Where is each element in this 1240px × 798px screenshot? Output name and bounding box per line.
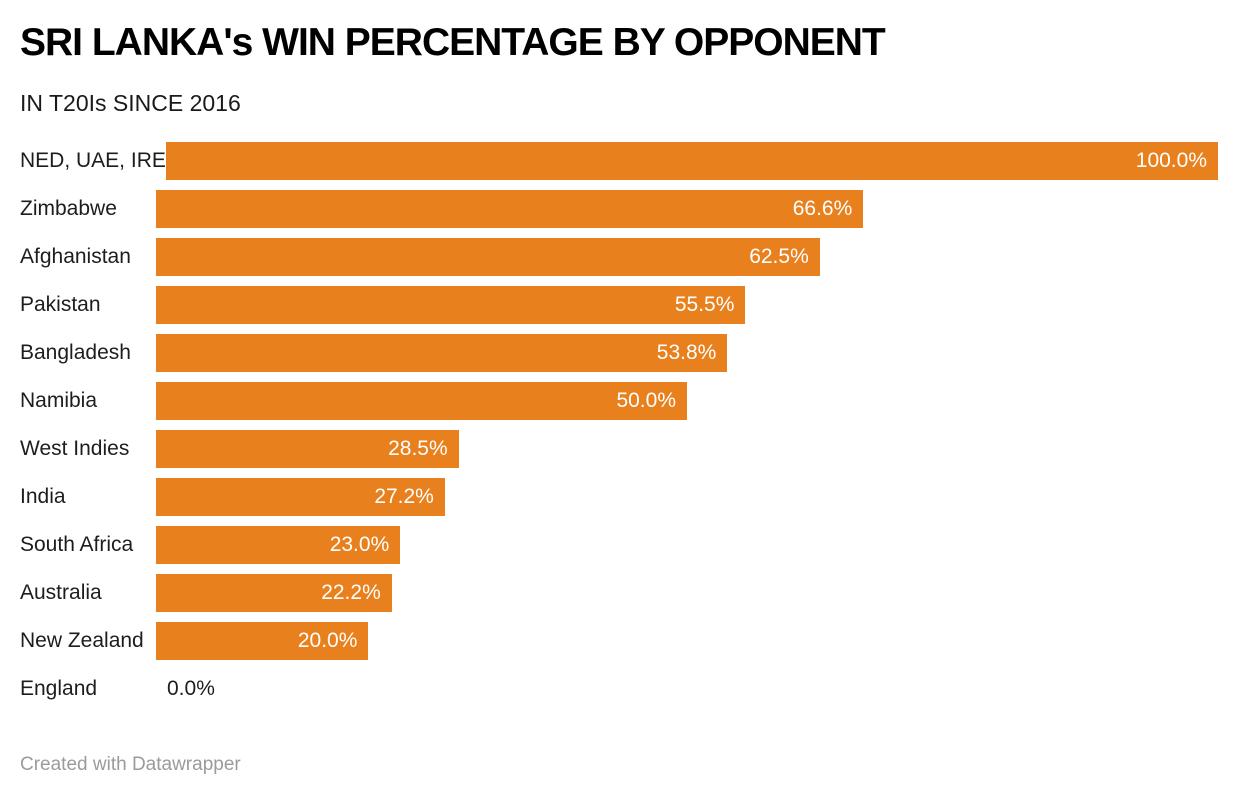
bar-row: Zimbabwe 66.6% xyxy=(20,190,1218,229)
category-label: Australia xyxy=(20,581,102,605)
chart-title: SRI LANKA's WIN PERCENTAGE BY OPPONENT xyxy=(20,21,886,64)
category-label: Namibia xyxy=(20,389,98,413)
bar: 50.0% xyxy=(156,382,687,421)
bar-row: NED, UAE, IRE 100.0% xyxy=(20,142,1218,181)
value-label: 28.5% xyxy=(388,437,448,461)
category-label: Zimbabwe xyxy=(20,197,117,221)
bar: 27.2% xyxy=(156,478,445,517)
bar: 23.0% xyxy=(156,526,401,565)
bar-track: 53.8% xyxy=(156,334,1218,373)
bar-track: 23.0% xyxy=(156,526,1218,565)
bar-track: 50.0% xyxy=(156,382,1218,421)
bar-chart: NED, UAE, IRE 100.0% Zimbabwe 66.6% Afghanis… xyxy=(20,142,1218,708)
bar-row: India 27.2% xyxy=(20,478,1218,517)
category-label: England xyxy=(20,677,98,701)
bar-track: 28.5% xyxy=(156,430,1218,469)
bar-row: Afghanistan 62.5% xyxy=(20,238,1218,277)
bar: 62.5% xyxy=(156,238,820,277)
bar: 66.6% xyxy=(156,190,864,229)
category-label: NED, UAE, IRE xyxy=(20,149,166,173)
bar-track: 27.2% xyxy=(156,478,1218,517)
bar: 22.2% xyxy=(156,574,392,613)
category-label: India xyxy=(20,485,66,509)
attribution-credit: Created with Datawrapper xyxy=(20,754,241,775)
bar-track: 22.2% xyxy=(156,574,1218,613)
bar-row: South Africa 23.0% xyxy=(20,526,1218,565)
value-label: 62.5% xyxy=(749,245,809,269)
value-label: 100.0% xyxy=(1135,149,1207,173)
category-label: Afghanistan xyxy=(20,245,131,269)
bar-row: Pakistan 55.5% xyxy=(20,286,1218,325)
bar-row: Bangladesh 53.8% xyxy=(20,334,1218,373)
category-label: West Indies xyxy=(20,437,130,461)
category-label: Pakistan xyxy=(20,293,101,317)
bar-row: Namibia 50.0% xyxy=(20,382,1218,421)
bar-row: West Indies 28.5% xyxy=(20,430,1218,469)
value-label: 50.0% xyxy=(616,389,676,413)
bar-track: 62.5% xyxy=(156,238,1218,277)
bar-track: 66.6% xyxy=(156,190,1218,229)
value-label: 53.8% xyxy=(656,341,717,365)
bar-track: 20.0% xyxy=(156,622,1218,661)
value-label: 22.2% xyxy=(321,581,381,605)
bar: 53.8% xyxy=(156,334,728,373)
bar-track: 100.0% xyxy=(165,142,1218,181)
bar-track: 0.0% xyxy=(156,670,1218,708)
value-label: 66.6% xyxy=(792,197,853,221)
category-label: Bangladesh xyxy=(20,341,131,365)
bar: 100.0% xyxy=(165,142,1218,181)
value-label: 27.2% xyxy=(374,485,434,509)
bar-track: 55.5% xyxy=(156,286,1218,325)
category-label: New Zealand xyxy=(20,629,144,653)
value-label: 55.5% xyxy=(674,293,735,317)
bar-row: Australia 22.2% xyxy=(20,574,1218,613)
value-label: 0.0% xyxy=(167,677,215,701)
category-label: South Africa xyxy=(20,533,134,557)
value-label: 23.0% xyxy=(329,533,390,557)
bar: 28.5% xyxy=(156,430,459,469)
bar-row: New Zealand 20.0% xyxy=(20,622,1218,661)
bar: 55.5% xyxy=(156,286,746,325)
bar: 20.0% xyxy=(156,622,369,661)
value-label: 20.0% xyxy=(297,629,358,653)
bar-row: England 0.0% xyxy=(20,670,1218,708)
chart-subtitle: IN T20Is SINCE 2016 xyxy=(20,89,241,116)
